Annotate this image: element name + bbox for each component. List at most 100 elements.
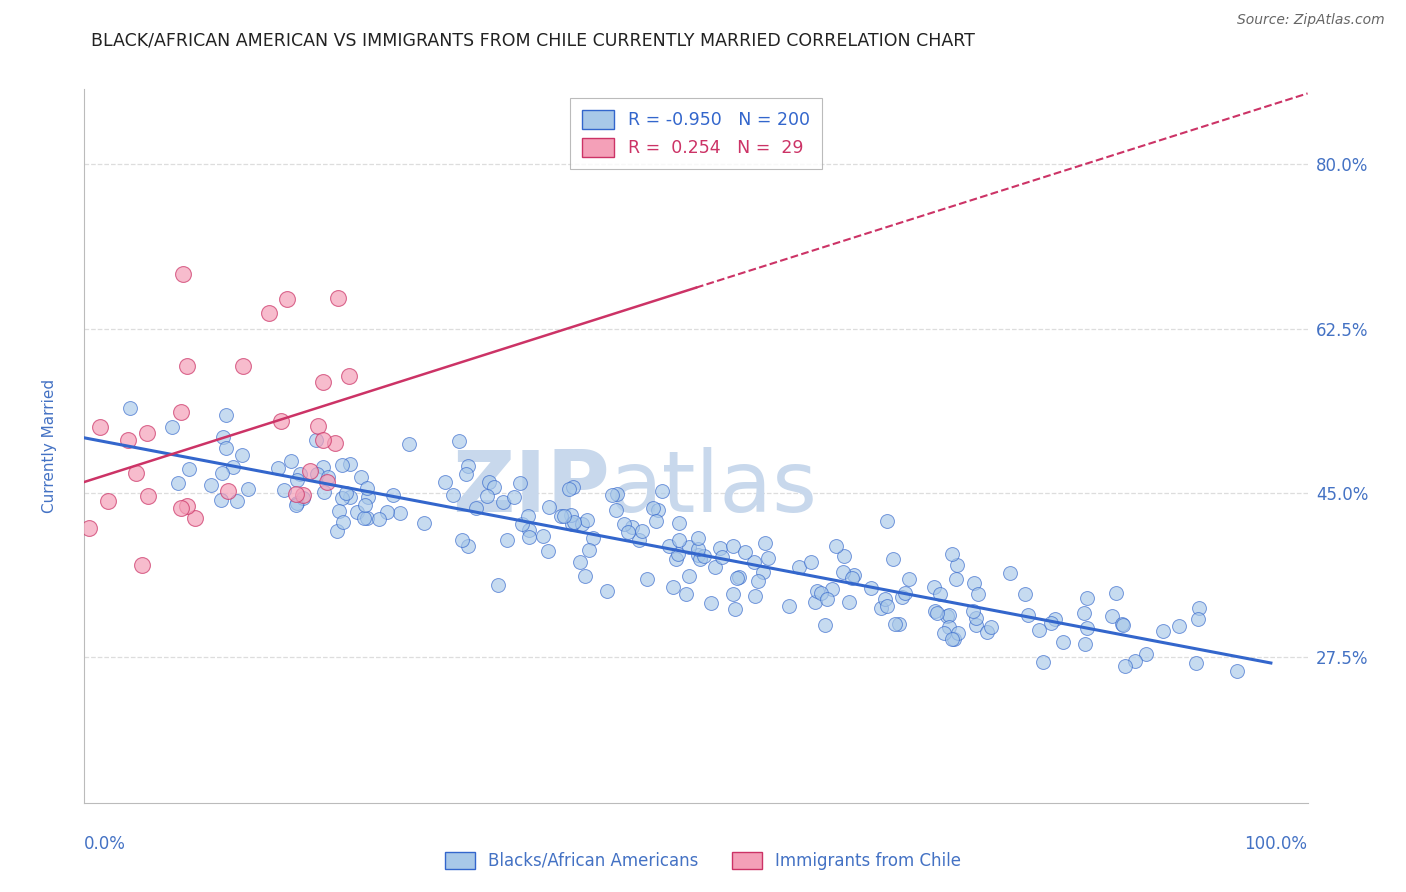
Point <box>620 520 643 534</box>
Point <box>898 573 921 587</box>
Point <box>574 568 596 582</box>
Point <box>305 433 328 447</box>
Text: BLACK/AFRICAN AMERICAN VS IMMIGRANTS FROM CHILE CURRENTLY MARRIED CORRELATION CH: BLACK/AFRICAN AMERICAN VS IMMIGRANTS FRO… <box>91 31 976 49</box>
Point <box>924 604 946 618</box>
Point <box>876 599 898 614</box>
Point <box>596 584 619 599</box>
Point <box>747 574 769 588</box>
Point <box>941 632 963 646</box>
Point <box>1123 654 1146 668</box>
Point <box>502 491 524 505</box>
Point <box>231 448 253 462</box>
Point <box>647 502 669 516</box>
Point <box>891 590 914 604</box>
Point <box>1052 635 1074 649</box>
Point <box>578 542 600 557</box>
Point <box>976 624 998 639</box>
Point <box>938 620 960 634</box>
Point <box>838 595 860 609</box>
Point <box>606 486 628 500</box>
Point <box>346 505 368 519</box>
Point <box>1043 611 1066 625</box>
Point <box>980 620 1002 634</box>
Point <box>568 555 591 569</box>
Point <box>118 401 141 415</box>
Point <box>339 490 361 504</box>
Point <box>942 632 965 647</box>
Point <box>832 565 855 579</box>
Point <box>1188 600 1211 615</box>
Point <box>965 618 987 632</box>
Point <box>441 488 464 502</box>
Point <box>136 489 159 503</box>
Point <box>665 552 688 566</box>
Point <box>678 540 700 554</box>
Point <box>447 434 470 448</box>
Point <box>787 560 810 574</box>
Point <box>744 555 766 569</box>
Point <box>312 433 335 447</box>
Point <box>675 587 697 601</box>
Point <box>382 488 405 502</box>
Point <box>328 504 350 518</box>
Point <box>752 565 775 579</box>
Point <box>330 491 353 506</box>
Point <box>292 488 315 502</box>
Point <box>1076 591 1098 606</box>
Point <box>600 488 623 502</box>
Point <box>550 508 572 523</box>
Point <box>273 483 295 497</box>
Point <box>686 531 709 545</box>
Point <box>711 550 734 565</box>
Point <box>1167 619 1189 633</box>
Point <box>1105 586 1128 600</box>
Point <box>1135 647 1157 661</box>
Point <box>332 515 354 529</box>
Point <box>291 491 314 505</box>
Point <box>215 408 238 422</box>
Point <box>509 475 531 490</box>
Point <box>285 496 308 510</box>
Point <box>1226 664 1249 678</box>
Point <box>860 582 883 596</box>
Point <box>832 549 855 563</box>
Point <box>184 510 207 524</box>
Point <box>312 484 335 499</box>
Text: Source: ZipAtlas.com: Source: ZipAtlas.com <box>1237 13 1385 28</box>
Point <box>806 584 828 599</box>
Point <box>367 512 389 526</box>
Point <box>222 459 245 474</box>
Point <box>307 418 329 433</box>
Text: 0.0%: 0.0% <box>84 835 127 853</box>
Point <box>689 552 711 566</box>
Point <box>136 426 159 441</box>
Point <box>375 505 398 519</box>
Point <box>825 539 848 553</box>
Point <box>160 419 183 434</box>
Point <box>212 430 235 444</box>
Point <box>117 433 139 447</box>
Point <box>492 494 515 508</box>
Point <box>799 555 821 569</box>
Point <box>451 533 474 548</box>
Point <box>305 467 328 481</box>
Point <box>734 545 756 559</box>
Point <box>946 625 969 640</box>
Point <box>873 592 896 607</box>
Point <box>666 547 689 561</box>
Point <box>560 508 582 523</box>
Point <box>517 530 540 544</box>
Point <box>841 571 863 585</box>
Point <box>662 580 685 594</box>
Point <box>941 547 963 561</box>
Point <box>350 470 373 484</box>
Point <box>678 569 700 583</box>
Point <box>744 589 766 603</box>
Point <box>1114 659 1136 673</box>
Point <box>398 437 420 451</box>
Point <box>270 414 292 428</box>
Point <box>285 498 308 512</box>
Point <box>636 573 658 587</box>
Point <box>693 549 716 564</box>
Point <box>413 516 436 530</box>
